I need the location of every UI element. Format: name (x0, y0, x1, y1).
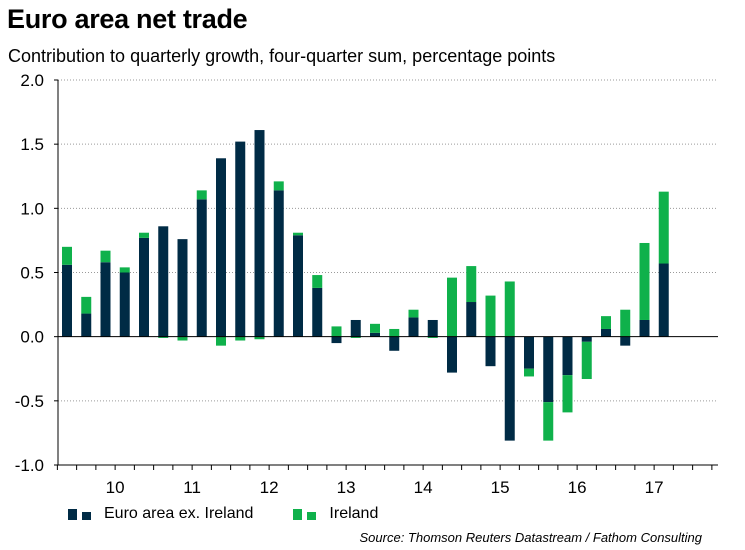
y-tick-label: 1.0 (20, 199, 44, 218)
bar-euro-ex-ireland (216, 158, 226, 337)
source-note: Source: Thomson Reuters Datastream / Fat… (359, 530, 702, 545)
legend-label-ireland: Ireland (329, 505, 379, 522)
chart-subtitle: Contribution to quarterly growth, four-q… (8, 46, 556, 66)
bar-euro-ex-ireland (100, 262, 111, 337)
bar-ireland (293, 232, 303, 236)
bar-euro-ex-ireland (254, 130, 265, 337)
bar-ireland (427, 336, 438, 338)
bar-euro-ex-ireland (601, 328, 611, 337)
bar-euro-ex-ireland (447, 336, 457, 373)
bar-euro-ex-ireland (466, 302, 477, 337)
bar-ireland (158, 336, 169, 338)
bar-ireland (350, 336, 361, 338)
y-tick-label: -1.0 (15, 456, 44, 475)
bar-ireland (62, 246, 72, 265)
bar-euro-ex-ireland (504, 336, 515, 441)
bar-ireland (119, 267, 130, 273)
bar-euro-ex-ireland (370, 332, 380, 337)
bar-ireland (543, 402, 554, 441)
bar-euro-ex-ireland (273, 190, 284, 337)
x-tick-label: 17 (645, 478, 664, 497)
y-tick-label: 1.5 (20, 135, 44, 154)
bar-euro-ex-ireland (350, 319, 361, 337)
bar-ireland (196, 190, 207, 200)
bar-euro-ex-ireland (158, 226, 169, 337)
bar-euro-ex-ireland (524, 336, 534, 369)
bar-ireland (601, 316, 611, 329)
bar-euro-ex-ireland (408, 317, 419, 337)
bar-ireland (447, 277, 457, 337)
legend-swatch-ireland (293, 508, 321, 520)
bar-euro-ex-ireland (543, 336, 554, 403)
bar-ireland (408, 309, 419, 318)
bar-euro-ex-ireland (427, 319, 438, 337)
bar-ireland (370, 323, 380, 333)
bar-ireland (639, 242, 650, 320)
x-tick-label: 11 (183, 478, 201, 497)
y-tick-label: 2.0 (20, 71, 44, 90)
bar-ireland (312, 275, 323, 288)
bar-ireland (100, 250, 111, 263)
bar-euro-ex-ireland (139, 237, 149, 337)
bar-ireland (81, 296, 92, 314)
bar-ireland (389, 328, 400, 337)
bar-euro-ex-ireland (331, 336, 342, 344)
bar-euro-ex-ireland (389, 336, 400, 351)
bar-euro-ex-ireland (658, 263, 669, 337)
bar-ireland (254, 336, 265, 340)
bar-euro-ex-ireland (177, 239, 188, 337)
bar-ireland (177, 336, 188, 341)
chart-title: Euro area net trade (7, 4, 248, 34)
legend-item-ireland: Ireland (293, 505, 378, 523)
bar-ireland (139, 232, 149, 238)
bar-ireland (466, 266, 477, 303)
x-tick-label: 15 (491, 478, 510, 497)
bar-euro-ex-ireland (235, 141, 246, 337)
y-tick-label: 0.5 (20, 264, 44, 283)
bar-ireland (581, 341, 592, 380)
y-tick-label: -0.5 (15, 392, 44, 411)
bar-euro-ex-ireland (293, 235, 303, 337)
x-tick-label: 14 (414, 478, 433, 497)
bar-ireland (273, 181, 284, 191)
bar-euro-ex-ireland (485, 336, 496, 367)
legend-label-euro-ex-ireland: Euro area ex. Ireland (104, 505, 254, 522)
bar-ireland (216, 336, 226, 346)
y-tick-label: 0.0 (20, 328, 44, 347)
swatch-euro-tall (68, 508, 77, 520)
bar-euro-ex-ireland (62, 264, 72, 337)
x-tick-label: 10 (106, 478, 125, 497)
bar-ireland (504, 281, 515, 337)
x-tick-label: 12 (260, 478, 279, 497)
bar-ireland (235, 336, 246, 341)
legend: Euro area ex. Ireland Ireland (68, 505, 418, 523)
bar-euro-ex-ireland (81, 313, 92, 337)
bar-euro-ex-ireland (620, 336, 631, 346)
x-tick-label: 16 (568, 478, 587, 497)
legend-item-euro-ex-ireland: Euro area ex. Ireland (68, 505, 253, 523)
bar-euro-ex-ireland (312, 287, 323, 337)
bar-ireland (562, 375, 573, 413)
bar-euro-ex-ireland (119, 272, 130, 337)
x-tick-label: 13 (337, 478, 356, 497)
bar-ireland (331, 326, 342, 337)
bar-ireland (524, 368, 534, 377)
bar-ireland (620, 309, 631, 337)
legend-swatch-euro-ex-ireland (68, 508, 96, 520)
bar-euro-ex-ireland (196, 199, 207, 337)
bar-euro-ex-ireland (581, 336, 592, 342)
swatch-ireland-tall (293, 508, 303, 520)
bar-euro-ex-ireland (639, 319, 650, 337)
bar-euro-ex-ireland (562, 336, 573, 376)
bar-ireland (658, 191, 669, 264)
bar-ireland (485, 295, 496, 337)
swatch-euro-short (82, 511, 91, 520)
swatch-ireland-short (307, 511, 317, 520)
